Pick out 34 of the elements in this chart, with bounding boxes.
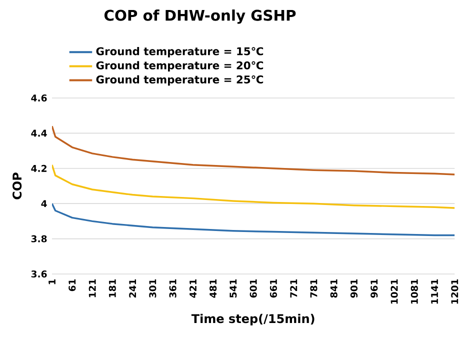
x-tick-label: 841 <box>330 279 338 298</box>
x-tick-label: 1021 <box>390 279 398 304</box>
x-tick-label: 781 <box>310 279 318 298</box>
x-tick-label: 1201 <box>451 279 458 304</box>
x-tick-label: 1 <box>48 279 56 284</box>
legend-label: Ground temperature = 20℃ <box>96 61 264 72</box>
x-tick-label: 301 <box>149 279 156 298</box>
x-tick-label: 541 <box>230 279 237 298</box>
y-tick-label: 4.6 <box>31 94 47 102</box>
x-tick-label: 721 <box>290 279 298 298</box>
line-series <box>52 125 455 176</box>
x-tick-label: 481 <box>210 279 217 298</box>
x-tick-label: 61 <box>68 279 76 292</box>
y-tick-label: 3.8 <box>31 235 47 242</box>
x-tick-label: 901 <box>350 279 358 298</box>
x-tick-label: 1141 <box>431 279 438 304</box>
x-tick-label: 961 <box>370 279 378 298</box>
x-tick-label: 181 <box>108 279 116 298</box>
y-tick-label: 4 <box>41 200 47 207</box>
x-axis-title: Time step(/15min) <box>191 314 314 326</box>
x-tick-label: 361 <box>169 279 176 298</box>
y-tick-label: 3.6 <box>31 270 47 278</box>
x-tick-label: 661 <box>270 279 277 298</box>
chart-title: COP of DHW-only GSHP <box>104 10 296 24</box>
x-tick-label: 241 <box>129 279 136 298</box>
x-tick-label: 1081 <box>410 279 418 304</box>
x-tick-label: 121 <box>88 279 96 298</box>
legend-label: Ground temperature = 25℃ <box>96 75 264 86</box>
y-tick-label: 4.4 <box>31 130 47 137</box>
y-axis-title: COP <box>12 172 22 200</box>
x-tick-label: 421 <box>189 279 196 298</box>
legend-label: Ground temperature = 15℃ <box>96 47 264 58</box>
x-tick-label: 601 <box>250 279 257 298</box>
y-tick-label: 4.2 <box>31 164 46 172</box>
